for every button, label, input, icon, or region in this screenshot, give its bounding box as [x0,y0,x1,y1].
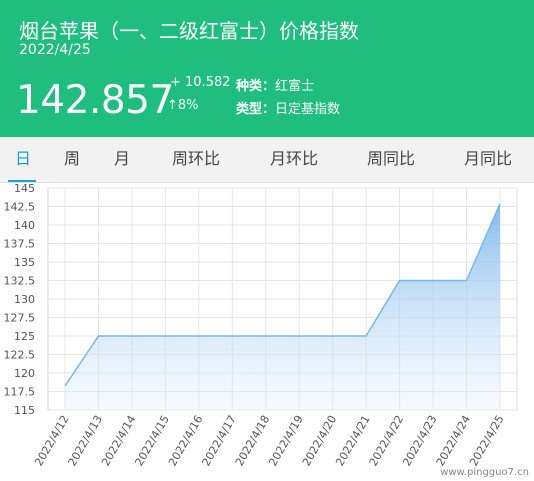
tab-week-year-over-year[interactable]: 周同比 [367,149,416,168]
type-info: 类型：日定基指数 [236,98,340,117]
y-tick-label: 115 [14,404,35,417]
series-line [64,203,501,387]
y-tick-label: 137.5 [4,238,36,251]
series-area [65,203,500,410]
watermark: www.pingguo7.cn [440,467,529,478]
y-tick-label: 125 [14,330,35,343]
y-tick-label: 122.5 [4,349,36,362]
y-tick-label: 117.5 [4,386,36,399]
y-tick-label: 142.5 [4,201,36,214]
price-change: + 10.582 [170,75,231,90]
tab-month[interactable]: 月 [114,149,131,168]
kind-value: 红富士 [275,79,315,94]
type-label: 类型： [236,102,276,117]
tab-week[interactable]: 周 [64,149,81,168]
kind-info: 种类：红富士 [236,75,314,94]
price-index-chart: 115 117.5 120 122.5 125 127.5 130 132.5 135 137.5… [4,182,530,478]
header: 烟台苹果（一、二级红富士）价格指数 2022/4/25 142.857 + 10… [0,0,534,137]
period-tabs: 日 周 月 周环比 月环比 周同比 月同比 [0,137,534,183]
price-change-percent: ↑8% [167,98,199,113]
tab-day[interactable]: 日 [15,149,32,168]
tab-month-year-over-year[interactable]: 月同比 [464,149,513,168]
current-price: 142.857 [16,78,174,123]
y-tick-label: 120 [14,367,35,380]
x-axis-ticks: 2022/4/122022/4/132022/4/142022/4/152022… [32,413,506,468]
x-tick-label: 2022/4/25 [467,413,506,468]
y-tick-label: 140 [14,219,35,232]
tab-month-over-month[interactable]: 月环比 [270,149,319,168]
type-value: 日定基指数 [275,102,341,117]
date-label: 2022/4/25 [19,42,91,58]
y-tick-label: 127.5 [4,312,36,325]
kind-label: 种类： [236,79,276,94]
y-tick-label: 130 [14,293,35,306]
y-tick-label: 135 [14,256,35,269]
y-axis-ticks: 115 117.5 120 122.5 125 127.5 130 132.5 135 137.5… [4,182,36,417]
active-tab-indicator [8,180,36,182]
page-title: 烟台苹果（一、二级红富士）价格指数 [19,19,359,43]
y-tick-label: 145 [14,182,35,195]
y-tick-label: 132.5 [4,275,36,288]
tab-week-over-week[interactable]: 周环比 [172,149,221,168]
